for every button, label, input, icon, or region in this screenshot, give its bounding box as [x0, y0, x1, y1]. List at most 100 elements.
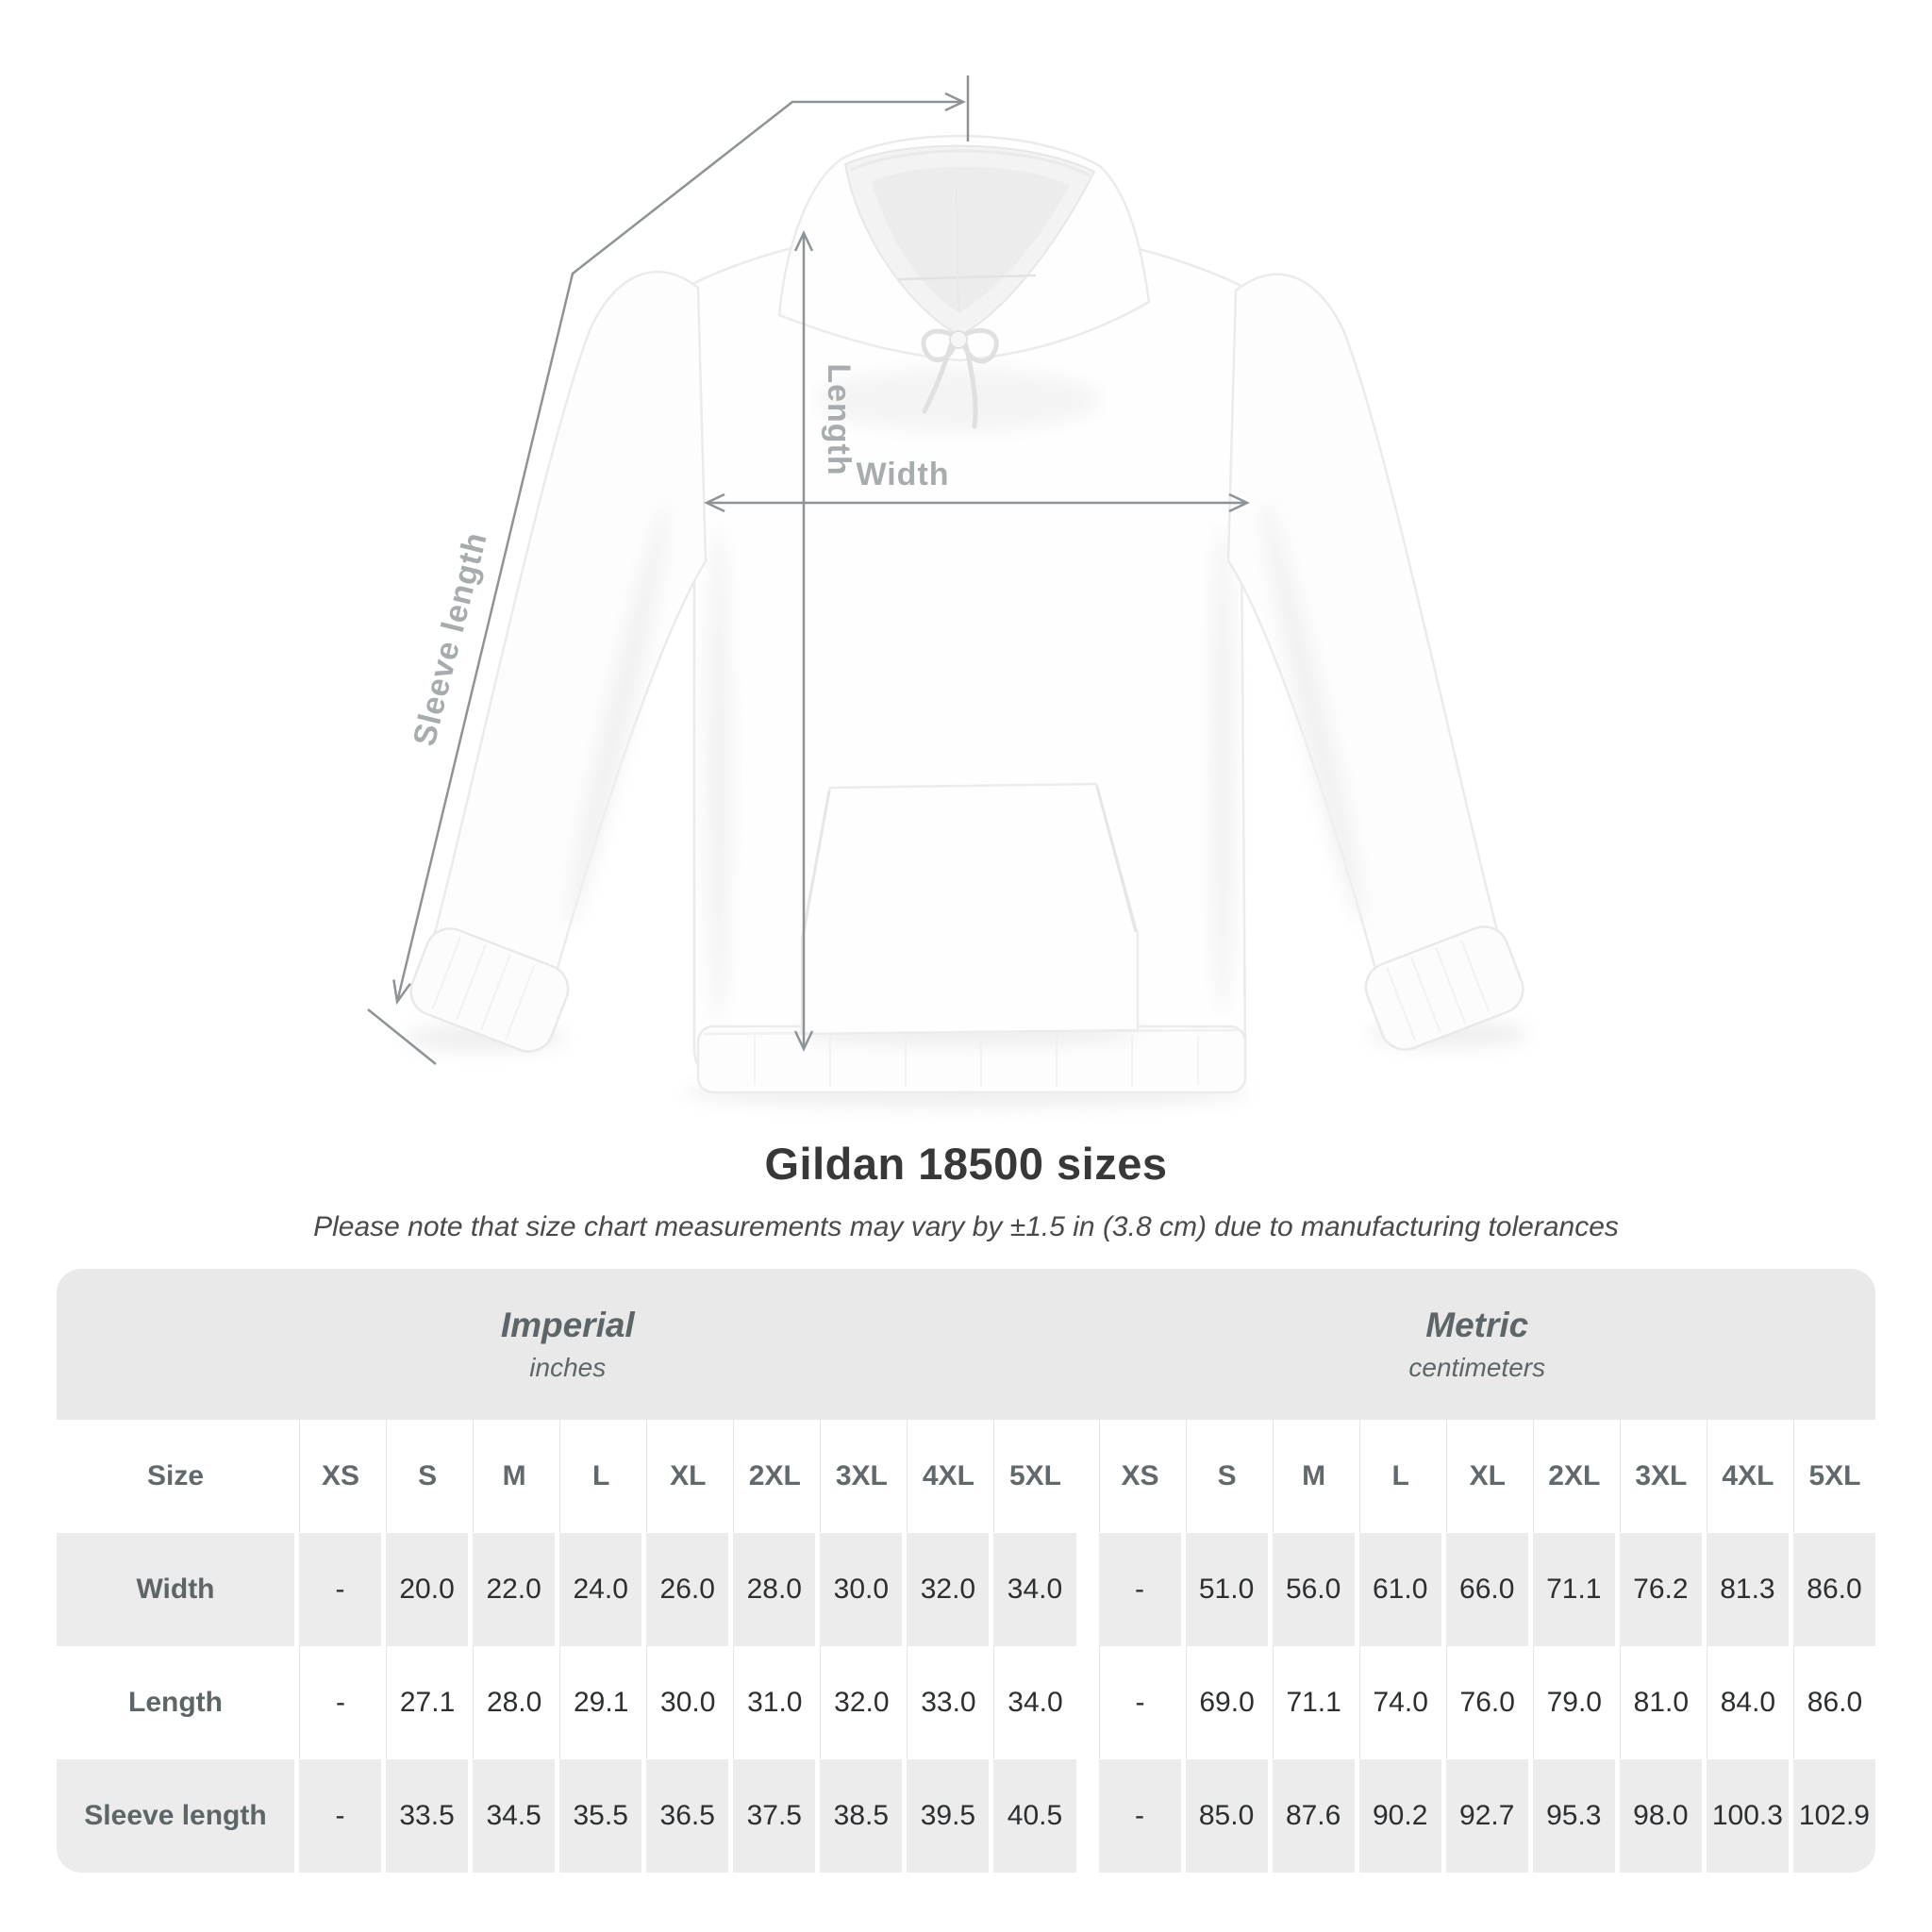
row-size-metric-1: S	[1185, 1420, 1268, 1533]
row-size-imperial-0: XS	[299, 1420, 382, 1533]
units-header-band: Imperial inches Metric centimeters	[57, 1269, 1875, 1420]
row-length-imperial-6: 32.0	[820, 1646, 903, 1759]
row-width-imperial-2: 22.0	[473, 1533, 556, 1646]
row-size-metric-6: 3XL	[1619, 1420, 1702, 1533]
row-length-imperial-8: 34.0	[993, 1646, 1076, 1759]
size-table-body: Size XS S M L XL 2XL 3XL 4XL 5XL XS S M L XL 2XL 3XL 4XL 5…	[57, 1420, 1875, 1873]
hoodie-left-cuff	[409, 927, 570, 1053]
size-table: Imperial inches Metric centimeters Size X…	[57, 1269, 1875, 1873]
row-length-metric-5: 79.0	[1532, 1646, 1615, 1759]
row-size-imperial-5: 2XL	[733, 1420, 816, 1533]
row-width-imperial-1: 20.0	[386, 1533, 469, 1646]
hoodie-hood	[777, 134, 1151, 362]
row-width: Width -20.0 22.0 24.0 26.0 28.0 30.0 32.0 34.0-5…	[57, 1533, 1875, 1646]
row-size-imperial-7: 4XL	[907, 1420, 990, 1533]
row-sleeve-length-metric-5: 95.3	[1532, 1759, 1615, 1873]
row-width-metric-8: 86.0	[1792, 1533, 1875, 1646]
metric-sublabel: centimeters	[1408, 1353, 1546, 1382]
row-size-metric-0: XS	[1098, 1420, 1181, 1533]
row-width-metric-5: 71.1	[1532, 1533, 1615, 1646]
hoodie-photo	[409, 134, 1524, 1094]
row-size-label: Size	[57, 1420, 294, 1533]
row-length-imperial-2: 28.0	[473, 1646, 556, 1759]
length-arrow-bottom	[793, 1030, 814, 1052]
row-length-metric-2: 71.1	[1272, 1646, 1355, 1759]
row-length-label: Length	[57, 1646, 294, 1759]
page-subtitle: Please note that size chart measurements…	[313, 1211, 1619, 1242]
row-length-imperial-0: -	[299, 1646, 382, 1759]
row-sleeve-length-imperial-6: 38.5	[820, 1759, 903, 1873]
row-length-metric-4: 76.0	[1445, 1646, 1528, 1759]
sleeve-arrow-right	[944, 92, 966, 112]
group-gap	[1081, 1533, 1094, 1646]
row-size-metric-4: XL	[1445, 1420, 1528, 1533]
row-sleeve-length-metric-4: 92.7	[1445, 1759, 1528, 1873]
row-size-imperial-4: XL	[646, 1420, 729, 1533]
page-title: Gildan 18500 sizes	[764, 1139, 1168, 1189]
metric-header: Metric centimeters	[1079, 1269, 1875, 1420]
row-size-imperial-1: S	[386, 1420, 469, 1533]
row-width-imperial-6: 30.0	[820, 1533, 903, 1646]
row-sleeve-length-imperial-8: 40.5	[993, 1759, 1076, 1873]
row-sleeve-length-imperial-4: 36.5	[646, 1759, 729, 1873]
row-length-metric-0: -	[1098, 1646, 1181, 1759]
row-length-imperial-5: 31.0	[733, 1646, 816, 1759]
width-dim-label: Width	[856, 457, 949, 492]
row-width-imperial-4: 26.0	[646, 1533, 729, 1646]
row-sleeve-length-imperial-2: 34.5	[473, 1759, 556, 1873]
row-length: Length -27.1 28.0 29.1 30.0 31.0 32.0 33.0 34.0-…	[57, 1646, 1875, 1759]
length-arrow-top	[793, 230, 814, 252]
row-size-metric-8: 5XL	[1792, 1420, 1875, 1533]
row-sleeve-length-imperial-0: -	[299, 1759, 382, 1873]
row-size-metric-5: 2XL	[1532, 1420, 1615, 1533]
row-size-metric-7: 4XL	[1706, 1420, 1789, 1533]
row-width-metric-0: -	[1098, 1533, 1181, 1646]
row-sleeve-length-imperial-1: 33.5	[386, 1759, 469, 1873]
imperial-header: Imperial inches	[57, 1269, 1079, 1420]
row-length-metric-3: 74.0	[1358, 1646, 1441, 1759]
row-length-metric-1: 69.0	[1185, 1646, 1268, 1759]
measurement-lines	[367, 75, 1250, 1065]
row-sleeve-length-imperial-7: 39.5	[907, 1759, 990, 1873]
hoodie-drawstrings	[921, 327, 999, 429]
row-width-imperial-7: 32.0	[907, 1533, 990, 1646]
row-length-imperial-4: 30.0	[646, 1646, 729, 1759]
row-width-imperial-5: 28.0	[733, 1533, 816, 1646]
row-width-metric-4: 66.0	[1445, 1533, 1528, 1646]
row-width-imperial-0: -	[299, 1533, 382, 1646]
row-size-imperial-8: 5XL	[993, 1420, 1076, 1533]
row-sleeve-length: Sleeve length -33.5 34.5 35.5 36.5 37.5 38.5 39…	[57, 1759, 1875, 1873]
sleeve-arrow-bottom	[392, 979, 411, 1006]
row-width-metric-7: 81.3	[1706, 1533, 1789, 1646]
row-width-metric-2: 56.0	[1272, 1533, 1355, 1646]
sleeve-measure-line	[395, 100, 962, 1003]
row-size: Size XS S M L XL 2XL 3XL 4XL 5XL XS S M L XL 2XL 3XL 4XL 5…	[57, 1420, 1875, 1533]
row-width-metric-3: 61.0	[1358, 1533, 1441, 1646]
row-sleeve-length-metric-8: 102.9	[1792, 1759, 1875, 1873]
row-sleeve-length-metric-6: 98.0	[1619, 1759, 1702, 1873]
row-sleeve-length-metric-0: -	[1098, 1759, 1181, 1873]
cuff-tick-line	[367, 1008, 437, 1065]
row-sleeve-length-imperial-5: 37.5	[733, 1759, 816, 1873]
row-size-imperial-2: M	[473, 1420, 556, 1533]
row-length-metric-6: 81.0	[1619, 1646, 1702, 1759]
hoodie-pocket	[800, 782, 1140, 1036]
row-length-metric-7: 84.0	[1706, 1646, 1789, 1759]
hoodie-left-sleeve	[430, 270, 708, 991]
metric-label: Metric	[1425, 1306, 1529, 1344]
row-size-imperial-6: 3XL	[820, 1420, 903, 1533]
row-width-metric-1: 51.0	[1185, 1533, 1268, 1646]
row-width-imperial-3: 24.0	[559, 1533, 642, 1646]
row-width-imperial-8: 34.0	[993, 1533, 1076, 1646]
row-width-metric-6: 76.2	[1619, 1533, 1702, 1646]
row-length-imperial-3: 29.1	[559, 1646, 642, 1759]
row-length-metric-8: 86.0	[1792, 1646, 1875, 1759]
row-sleeve-length-metric-3: 90.2	[1358, 1759, 1441, 1873]
row-sleeve-length-imperial-3: 35.5	[559, 1759, 642, 1873]
group-gap	[1081, 1646, 1094, 1759]
imperial-sublabel: inches	[529, 1353, 607, 1382]
row-length-imperial-1: 27.1	[386, 1646, 469, 1759]
row-width-label: Width	[57, 1533, 294, 1646]
width-arrow-left	[704, 492, 725, 513]
